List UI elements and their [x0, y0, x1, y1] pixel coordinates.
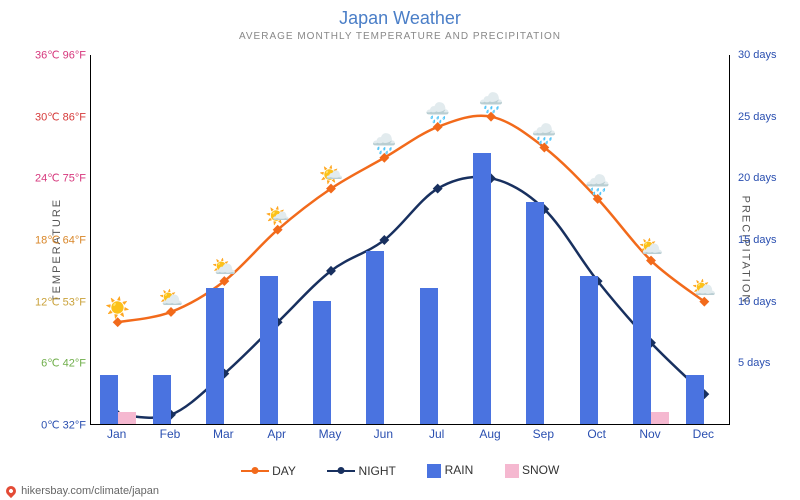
series-marker: [486, 112, 496, 122]
legend-rain: RAIN: [427, 463, 473, 478]
x-tick: May: [319, 427, 342, 441]
y-left-tick: 24℃ 75°F: [35, 172, 86, 185]
legend-day: DAY: [241, 464, 296, 478]
x-tick: Nov: [639, 427, 660, 441]
snow-bar: [651, 412, 669, 424]
y-right-ticks: 5 days10 days15 days20 days25 days30 day…: [734, 55, 800, 425]
chart-subtitle: AVERAGE MONTHLY TEMPERATURE AND PRECIPIT…: [0, 29, 800, 42]
rain-bar: [100, 375, 118, 424]
legend-snow-label: SNOW: [522, 463, 559, 477]
series-marker: [433, 122, 443, 132]
snow-bar: [118, 412, 136, 424]
rain-bar: [580, 276, 598, 424]
y-right-tick: 10 days: [738, 296, 777, 308]
x-tick: Apr: [267, 427, 286, 441]
y-left-tick: 30℃ 86°F: [35, 110, 86, 123]
x-ticks: Jan Feb Mar Apr May Jun Jul Aug Sep Oct Nov Dec: [90, 427, 730, 447]
y-right-tick: 25 days: [738, 111, 777, 123]
rain-bar: [260, 276, 278, 424]
y-left-tick: 0℃ 32°F: [41, 419, 86, 432]
footer-url[interactable]: hikersbay.com/climate/japan: [21, 485, 159, 497]
y-left-ticks: 0℃ 32°F6℃ 42°F12℃ 53°F18℃ 64°F24℃ 75°F30…: [0, 55, 88, 425]
x-tick: Jun: [374, 427, 393, 441]
pin-icon: [4, 484, 18, 498]
weather-chart: Japan Weather AVERAGE MONTHLY TEMPERATUR…: [0, 0, 800, 500]
y-right-tick: 30 days: [738, 49, 777, 61]
x-tick: Feb: [160, 427, 181, 441]
plot-area: ☀️⛅⛅🌤️🌤️🌧️🌧️🌧️🌧️🌧️⛅⛅: [90, 55, 730, 425]
rain-bar: [633, 276, 651, 424]
x-tick: Mar: [213, 427, 234, 441]
y-left-tick: 36℃ 96°F: [35, 49, 86, 62]
x-tick: Oct: [587, 427, 606, 441]
rain-bar: [153, 375, 171, 424]
series-marker: [113, 317, 123, 327]
y-left-tick: 18℃ 64°F: [35, 234, 86, 247]
x-tick: Dec: [693, 427, 714, 441]
legend-night: NIGHT: [327, 464, 396, 478]
rain-bar: [526, 202, 544, 424]
rain-bar: [313, 301, 331, 424]
legend-rain-label: RAIN: [445, 463, 474, 477]
x-tick: Jul: [429, 427, 444, 441]
y-left-tick: 12℃ 53°F: [35, 295, 86, 308]
y-left-tick: 6℃ 42°F: [41, 357, 86, 370]
x-tick: Sep: [533, 427, 554, 441]
x-tick: Aug: [479, 427, 500, 441]
x-tick: Jan: [107, 427, 126, 441]
legend: DAY NIGHT RAIN SNOW: [0, 463, 800, 478]
legend-snow: SNOW: [505, 463, 560, 478]
y-right-tick: 15 days: [738, 234, 777, 246]
footer: hikersbay.com/climate/japan: [6, 485, 159, 497]
rain-bar: [366, 251, 384, 424]
legend-day-label: DAY: [272, 464, 296, 478]
rain-bar: [473, 153, 491, 424]
series-marker: [166, 307, 176, 317]
rain-bar: [420, 288, 438, 424]
y-right-tick: 5 days: [738, 357, 770, 369]
chart-title: Japan Weather: [0, 0, 800, 29]
legend-night-label: NIGHT: [359, 464, 396, 478]
rain-bar: [206, 288, 224, 424]
y-right-tick: 20 days: [738, 172, 777, 184]
rain-bar: [686, 375, 704, 424]
